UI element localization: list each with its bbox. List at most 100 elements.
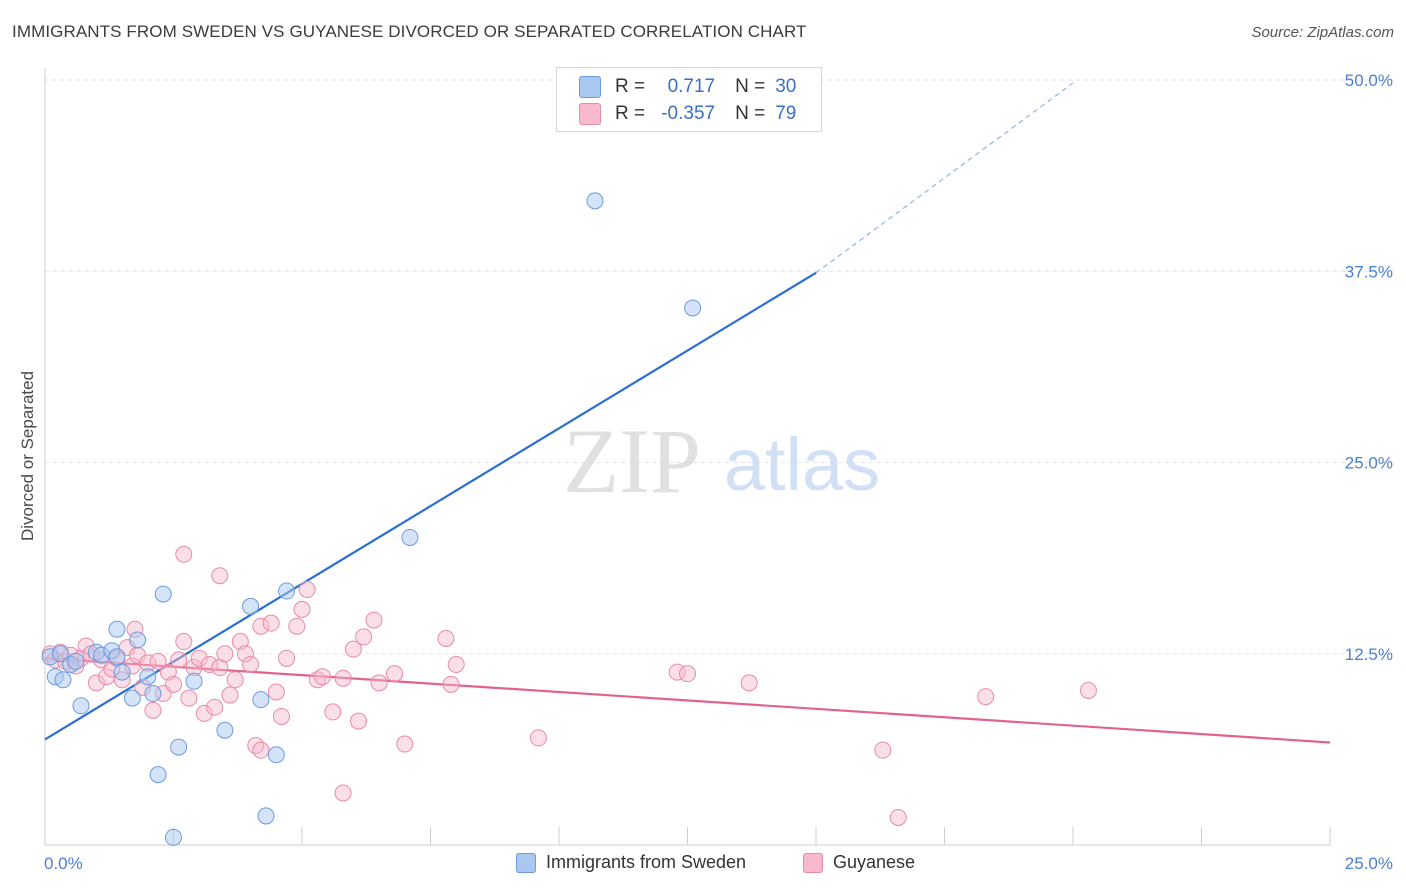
guyanese-point — [298, 580, 316, 598]
guyanese-point — [447, 655, 465, 673]
guyanese-point — [977, 688, 995, 706]
bottom-legend: Immigrants from Sweden Guyanese — [0, 852, 1406, 878]
n-label: N = — [735, 76, 766, 97]
legend-item-sweden[interactable]: Immigrants from Sweden — [516, 852, 746, 873]
guyanese-point — [1079, 681, 1097, 699]
guyanese-point — [314, 668, 332, 686]
guyanese-point — [288, 617, 306, 635]
guyanese-point — [149, 652, 167, 670]
sweden-point — [185, 672, 203, 690]
guyanese-point — [442, 675, 460, 693]
guyanese-legend-swatch — [803, 852, 823, 873]
sweden-point — [252, 691, 270, 709]
guyanese-point — [334, 669, 352, 687]
guyanese-point — [200, 655, 218, 673]
guyanese-point — [365, 611, 383, 629]
guyanese-point — [293, 600, 311, 618]
r-value: -0.357 — [661, 103, 716, 124]
guyanese-point — [529, 729, 547, 747]
sweden-point — [170, 738, 188, 756]
sweden-point — [113, 663, 131, 681]
guyanese-point — [211, 567, 229, 585]
legend-label-sweden: Immigrants from Sweden — [546, 852, 747, 872]
guyanese-point — [370, 674, 388, 692]
x-tick-labels: 0.0% 25.0% — [44, 854, 1393, 873]
axes — [44, 68, 1331, 846]
stats-row-sweden: R = 0.717 N = 30 — [579, 74, 796, 100]
sweden-point — [242, 597, 260, 615]
sweden-point — [216, 721, 234, 739]
sweden-trend-line — [44, 271, 817, 741]
guyanese-point — [252, 741, 270, 759]
guyanese-point — [324, 703, 342, 721]
guyanese-point — [236, 645, 254, 663]
sweden-trend-extension — [815, 82, 1074, 274]
grid-lines — [45, 79, 1395, 655]
sweden-point — [108, 620, 126, 638]
n-value: 79 — [775, 103, 797, 124]
stats-row-guyanese: R = -0.357 N = 79 — [579, 101, 796, 127]
guyanese-point — [272, 707, 290, 725]
sweden-point — [684, 299, 702, 317]
sweden-point — [154, 585, 172, 603]
x-tick-label: 0.0% — [44, 854, 83, 873]
n-value: 30 — [775, 76, 797, 97]
y-tick-label: 37.5% — [1345, 262, 1393, 281]
guyanese-point — [437, 629, 455, 647]
guyanese-point — [180, 689, 198, 707]
guyanese-point — [144, 701, 162, 719]
sweden-point — [586, 192, 604, 210]
source-credit: Source: ZipAtlas.com — [1251, 24, 1394, 41]
guyanese-point — [252, 617, 270, 635]
guyanese-point — [396, 735, 414, 753]
guyanese-swatch — [579, 103, 601, 125]
y-tick-labels: 12.5% 25.0% 37.5% 50.0% — [1345, 71, 1393, 664]
guyanese-trend-line — [44, 657, 1331, 744]
legend-item-guyanese[interactable]: Guyanese — [803, 852, 915, 873]
guyanese-point — [278, 649, 296, 667]
sweden-point — [139, 668, 157, 686]
guyanese-point — [221, 686, 239, 704]
n-label: N = — [735, 103, 766, 124]
legend-label-guyanese: Guyanese — [833, 852, 916, 872]
guyanese-point — [206, 698, 224, 716]
r-value: 0.717 — [667, 76, 716, 97]
x-tick-label: 25.0% — [1345, 854, 1393, 873]
y-tick-label: 12.5% — [1345, 645, 1393, 664]
r-label: R = — [615, 76, 646, 97]
stats-legend-box: R = 0.717 N = 30 R = -0.357 N = 79 — [556, 67, 822, 132]
sweden-legend-swatch — [516, 852, 536, 873]
y-tick-label: 50.0% — [1345, 71, 1393, 90]
sweden-point — [129, 631, 147, 649]
sweden-point — [72, 697, 90, 715]
guyanese-point — [165, 675, 182, 693]
sweden-point — [267, 746, 285, 764]
guyanese-point — [308, 671, 326, 689]
y-axis-label: Divorced or Separated — [18, 371, 37, 541]
guyanese-point — [889, 808, 907, 826]
sweden-point — [51, 645, 69, 663]
watermark-zip: ZIP — [563, 410, 701, 512]
guyanese-point — [247, 737, 265, 755]
r-label: R = — [615, 103, 646, 124]
sweden-point — [67, 652, 85, 670]
sweden-point — [278, 582, 296, 600]
sweden-point — [123, 689, 141, 707]
guyanese-point — [216, 645, 234, 663]
sweden-point — [257, 807, 275, 825]
guyanese-point — [355, 628, 373, 646]
chart-title: IMMIGRANTS FROM SWEDEN VS GUYANESE DIVOR… — [12, 22, 807, 41]
guyanese-point — [740, 674, 758, 692]
sweden-swatch — [579, 76, 601, 98]
guyanese-point — [87, 674, 105, 692]
guyanese-point — [242, 655, 260, 673]
guyanese-point — [386, 665, 404, 683]
sweden-point — [165, 828, 182, 846]
sweden-point — [401, 528, 419, 546]
guyanese-point — [262, 614, 280, 632]
guyanese-point — [195, 704, 213, 722]
guyanese-point — [874, 741, 892, 759]
data-points — [41, 192, 1097, 846]
trend-lines — [44, 82, 1331, 744]
